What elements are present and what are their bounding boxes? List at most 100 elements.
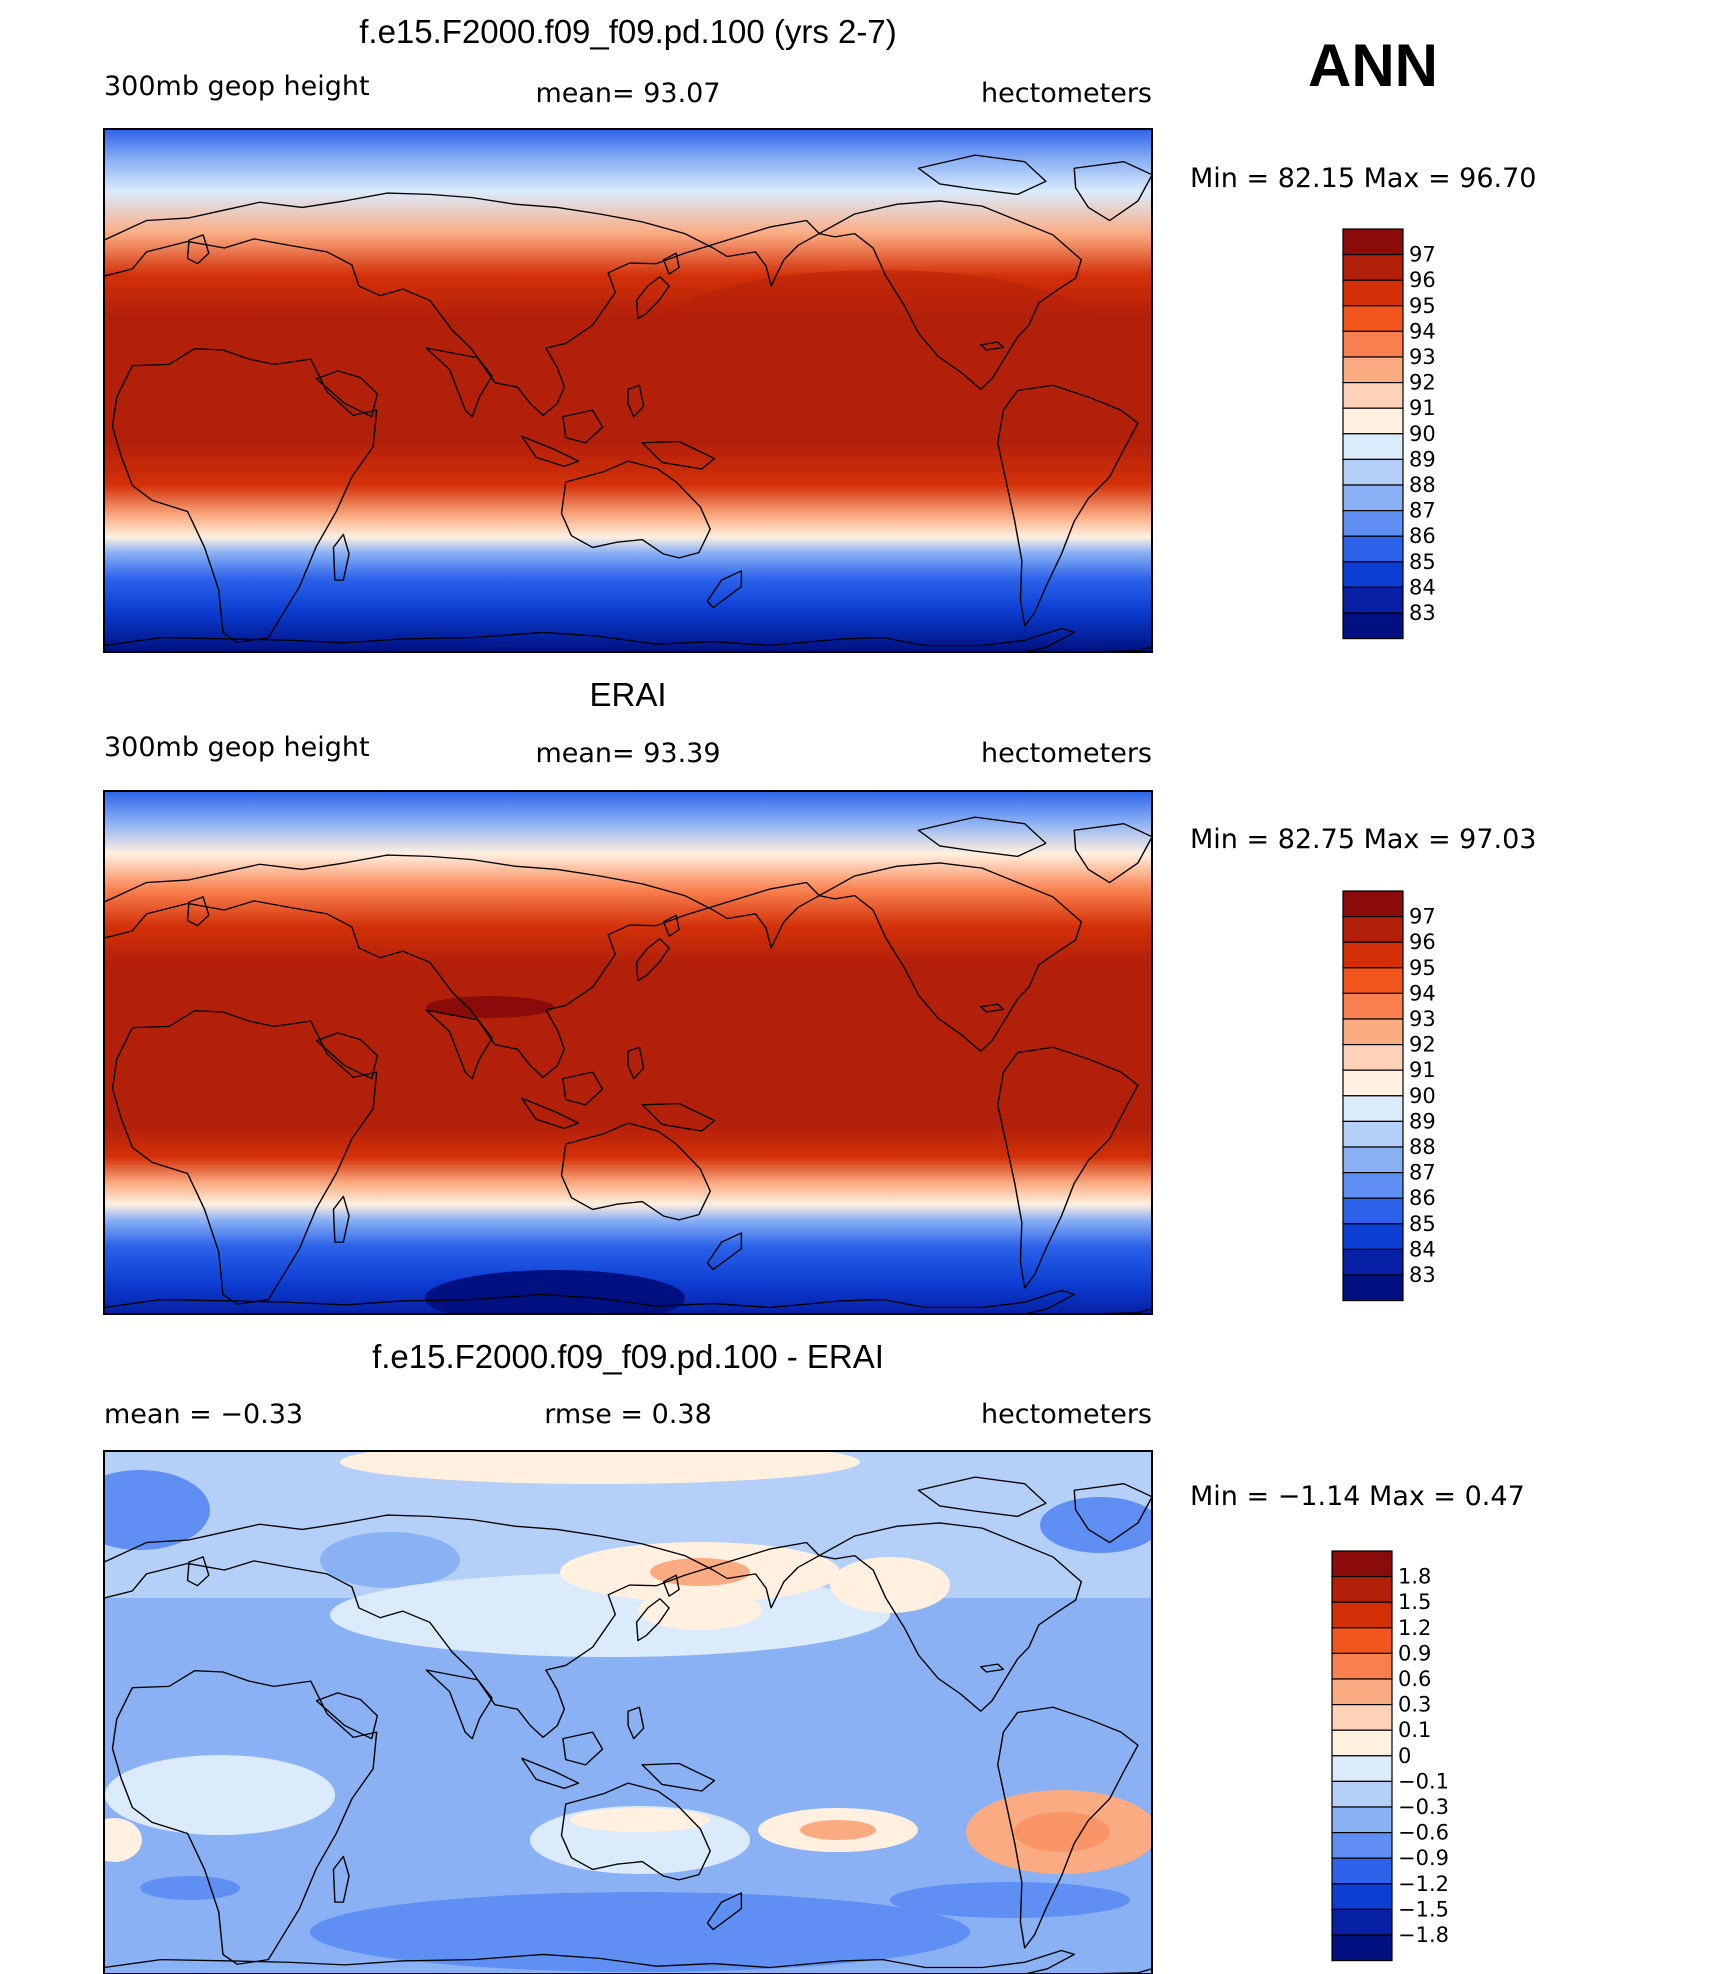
colorbar-tick-label: 0.9	[1398, 1641, 1431, 1665]
units-label: hectometers	[981, 78, 1152, 109]
colorbar-tick-label: 96	[1409, 930, 1436, 954]
colorbar-swatch	[1342, 458, 1404, 486]
colorbar-tick-label: 93	[1409, 345, 1436, 369]
colorbar-swatch	[1331, 1908, 1393, 1936]
colorbar-tick-label: 97	[1409, 905, 1436, 929]
colorbar-tick-label: 89	[1409, 447, 1436, 471]
colorbar-tick-label: 1.2	[1398, 1616, 1431, 1640]
colorbar-swatch	[1342, 1197, 1404, 1225]
colorbar-swatch	[1342, 941, 1404, 969]
colorbar-tick-label: 90	[1409, 422, 1436, 446]
colorbar-swatch	[1342, 1223, 1404, 1250]
colorbar-swatch	[1342, 407, 1404, 435]
panel-obs: ERAI 300mb geop height mean= 93.39 hecto…	[103, 676, 1536, 1315]
colorbar-swatch	[1342, 1120, 1404, 1148]
units-label: hectometers	[981, 738, 1152, 769]
panel-model: f.e15.F2000.f09_f09.pd.100 (yrs 2-7) 300…	[103, 13, 1536, 653]
colorbar-swatch	[1331, 1729, 1393, 1757]
colorbar-swatch	[1342, 561, 1404, 588]
antarctic-low-contour	[425, 1270, 685, 1314]
contour-band	[310, 1892, 970, 1972]
panel-title: ERAI	[589, 676, 666, 713]
colorbar-swatch	[1342, 433, 1404, 461]
colorbar-tick-label: 92	[1409, 1033, 1436, 1057]
colorbar-tick-label: 97	[1409, 243, 1436, 267]
panel-title: f.e15.F2000.f09_f09.pd.100 - ERAI	[372, 1338, 884, 1375]
colorbar-swatch	[1342, 1095, 1404, 1123]
colorbar-tick-label: 1.8	[1398, 1565, 1431, 1589]
colorbar-swatch	[1342, 279, 1404, 307]
mean-label: mean= 93.39	[535, 738, 720, 769]
colorbar-swatch	[1331, 1780, 1393, 1808]
map-frame	[103, 790, 1153, 1315]
colorbar-swatch	[1331, 1857, 1393, 1885]
colorbar-swatch	[1331, 1832, 1393, 1859]
contour-band	[140, 1876, 240, 1900]
colorbar-swatch	[1331, 1934, 1393, 1962]
colorbar-tick-label: 88	[1409, 473, 1436, 497]
colorbar-tick-label: 90	[1409, 1084, 1436, 1108]
colorbar-tick-label: −0.3	[1398, 1795, 1449, 1819]
map-frame	[103, 128, 1153, 653]
colorbar-swatch	[1342, 305, 1404, 333]
colorbar-tick-label: 91	[1409, 396, 1436, 420]
colorbar-tick-label: 86	[1409, 1186, 1436, 1210]
colorbar-tick-label: −1.5	[1398, 1897, 1449, 1921]
map-plot	[103, 1450, 1153, 1974]
colorbar-tick-label: 87	[1409, 499, 1436, 523]
contour-band	[320, 1532, 460, 1588]
mean-label: mean = −0.33	[104, 1399, 303, 1430]
colorbar-swatch	[1342, 992, 1404, 1020]
colorbar-tick-label: 83	[1409, 1263, 1436, 1287]
colorbar-swatch	[1331, 1550, 1393, 1578]
colorbar-tick-label: 92	[1409, 371, 1436, 395]
season-label: ANN	[1308, 32, 1438, 99]
variable-label: 300mb geop height	[104, 732, 370, 763]
minmax-label: Min = 82.15 Max = 96.70	[1190, 163, 1536, 194]
colorbar-swatch	[1342, 356, 1404, 384]
map-plot	[103, 790, 1153, 1315]
contour-band	[570, 1808, 710, 1832]
colorbar-swatch	[1342, 535, 1404, 563]
colorbar-tick-label: 88	[1409, 1135, 1436, 1159]
colorbar-swatch	[1342, 916, 1404, 943]
colorbar-swatch	[1342, 1146, 1404, 1174]
colorbar-tick-label: 94	[1409, 319, 1436, 343]
colorbar-tick-label: 85	[1409, 550, 1436, 574]
field-detail-contour	[660, 270, 1100, 390]
colorbar-tick-label: 87	[1409, 1161, 1436, 1185]
colorbar-tick-label: −1.8	[1398, 1923, 1449, 1947]
warm-pool-contour	[426, 996, 554, 1018]
colorbar-swatch	[1331, 1576, 1393, 1603]
panel-difference: f.e15.F2000.f09_f09.pd.100 - ERAI mean =…	[103, 1338, 1525, 1974]
colorbar-swatch	[1331, 1883, 1393, 1910]
colorbar-tick-label: 95	[1409, 294, 1436, 318]
colorbar-tick-label: 0	[1398, 1744, 1411, 1768]
colorbar-tick-label: 0.3	[1398, 1693, 1431, 1717]
variable-label: 300mb geop height	[104, 71, 370, 102]
colorbar-swatch	[1331, 1678, 1393, 1706]
colorbar-swatch	[1331, 1652, 1393, 1680]
colorbar-swatch	[1342, 484, 1404, 512]
colorbar-swatch	[1331, 1755, 1393, 1783]
colorbar-tick-label: 89	[1409, 1109, 1436, 1133]
colorbar-tick-label: −1.2	[1398, 1872, 1449, 1896]
colorbar-tick-label: 0.1	[1398, 1718, 1431, 1742]
colorbar-swatch	[1342, 330, 1404, 358]
colorbar-swatch	[1331, 1704, 1393, 1731]
rmse-label: rmse = 0.38	[544, 1399, 712, 1430]
colorbar-swatch	[1342, 1248, 1404, 1276]
colorbar-swatch	[1342, 382, 1404, 409]
panel-title: f.e15.F2000.f09_f09.pd.100 (yrs 2-7)	[359, 13, 897, 50]
contour-band	[1040, 1497, 1152, 1553]
colorbar-tick-label: 1.5	[1398, 1590, 1431, 1614]
contour-band	[890, 1882, 1130, 1918]
colorbar-tick-label: −0.1	[1398, 1769, 1449, 1793]
contour-band	[104, 1470, 210, 1550]
contour-band	[1014, 1812, 1110, 1852]
colorbar-swatch	[1342, 890, 1404, 918]
minmax-label: Min = 82.75 Max = 97.03	[1190, 824, 1536, 855]
colorbar-swatch	[1342, 510, 1404, 537]
